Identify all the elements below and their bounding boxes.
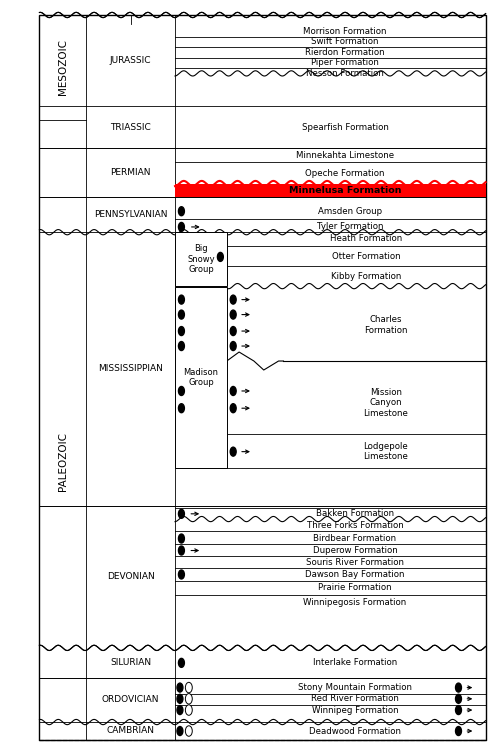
Text: Minnelusa Formation: Minnelusa Formation (289, 186, 401, 195)
Circle shape (177, 683, 183, 692)
Text: Deadwood Formation: Deadwood Formation (309, 727, 401, 736)
Text: Three Forks Formation: Three Forks Formation (307, 521, 403, 530)
Text: JURASSIC: JURASSIC (110, 56, 151, 65)
Text: TRIASSIC: TRIASSIC (110, 123, 151, 132)
Circle shape (178, 386, 184, 395)
Text: Nesson Formation: Nesson Formation (306, 69, 384, 78)
Circle shape (185, 705, 192, 715)
Circle shape (185, 694, 192, 704)
Circle shape (456, 683, 461, 692)
Text: Piper Formation: Piper Formation (311, 58, 379, 67)
FancyBboxPatch shape (175, 287, 227, 468)
Text: CAMBRIAN: CAMBRIAN (106, 726, 155, 736)
Circle shape (178, 404, 184, 413)
Text: Amsden Group: Amsden Group (318, 207, 382, 216)
Text: Kibby Formation: Kibby Formation (331, 272, 401, 281)
Circle shape (185, 726, 192, 736)
Text: PERMIAN: PERMIAN (110, 168, 151, 178)
Circle shape (456, 694, 461, 703)
Circle shape (178, 222, 184, 231)
Text: Interlake Formation: Interlake Formation (313, 658, 397, 667)
Text: Duperow Formation: Duperow Formation (313, 546, 397, 555)
Text: Winnipeg Formation: Winnipeg Formation (312, 706, 398, 715)
Circle shape (230, 342, 236, 351)
Circle shape (230, 295, 236, 304)
Text: Lodgepole
Limestone: Lodgepole Limestone (363, 442, 408, 461)
Circle shape (178, 509, 184, 518)
Circle shape (177, 694, 183, 703)
Text: PALEOZOIC: PALEOZOIC (58, 432, 68, 491)
FancyBboxPatch shape (39, 15, 486, 740)
Text: Birdbear Formation: Birdbear Formation (314, 534, 396, 543)
Text: Stony Mountain Formation: Stony Mountain Formation (298, 683, 412, 692)
Circle shape (178, 546, 184, 555)
Circle shape (178, 570, 184, 579)
Circle shape (456, 727, 461, 736)
Circle shape (178, 295, 184, 304)
Text: Heath Formation: Heath Formation (330, 234, 402, 243)
Text: Winnipegosis Formation: Winnipegosis Formation (303, 598, 407, 607)
Text: DEVONIAN: DEVONIAN (107, 572, 154, 581)
Circle shape (456, 706, 461, 715)
Circle shape (178, 310, 184, 319)
Text: Madison
Group: Madison Group (183, 368, 218, 387)
Text: Prairie Formation: Prairie Formation (318, 583, 392, 592)
Circle shape (230, 386, 236, 395)
Text: Charles
Formation: Charles Formation (364, 315, 408, 335)
Circle shape (178, 534, 184, 543)
FancyBboxPatch shape (175, 232, 227, 286)
Text: SILURIAN: SILURIAN (110, 658, 151, 667)
Text: Spearfish Formation: Spearfish Formation (302, 123, 388, 132)
Circle shape (178, 327, 184, 336)
Circle shape (178, 207, 184, 216)
FancyBboxPatch shape (175, 184, 486, 197)
Text: Minnekahta Limestone: Minnekahta Limestone (296, 151, 394, 160)
Text: Opeche Formation: Opeche Formation (305, 169, 385, 178)
Text: Morrison Formation: Morrison Formation (303, 27, 387, 36)
Circle shape (177, 727, 183, 736)
Circle shape (177, 706, 183, 715)
Text: PENNSYLVANIAN: PENNSYLVANIAN (94, 210, 168, 219)
Text: Big
Snowy
Group: Big Snowy Group (187, 244, 215, 274)
Circle shape (230, 310, 236, 319)
Text: Bakken Formation: Bakken Formation (316, 509, 394, 518)
Text: Tyler Formation: Tyler Formation (317, 222, 383, 231)
Text: Souris River Formation: Souris River Formation (306, 558, 404, 567)
Text: ORDOVICIAN: ORDOVICIAN (102, 695, 159, 705)
Text: MISSISSIPPIAN: MISSISSIPPIAN (98, 364, 163, 374)
Text: Red River Formation: Red River Formation (311, 694, 399, 703)
Text: Otter Formation: Otter Formation (332, 252, 400, 261)
Circle shape (217, 252, 223, 261)
Circle shape (178, 342, 184, 351)
Text: Swift Formation: Swift Formation (312, 37, 379, 46)
Circle shape (230, 447, 236, 456)
Text: Dawson Bay Formation: Dawson Bay Formation (305, 570, 405, 579)
Circle shape (178, 658, 184, 667)
Circle shape (230, 404, 236, 413)
Circle shape (230, 327, 236, 336)
Text: Mission
Canyon
Limestone: Mission Canyon Limestone (363, 388, 408, 418)
Circle shape (185, 682, 192, 693)
Text: MESOZOIC: MESOZOIC (58, 40, 68, 95)
Text: Rierdon Formation: Rierdon Formation (305, 48, 385, 57)
